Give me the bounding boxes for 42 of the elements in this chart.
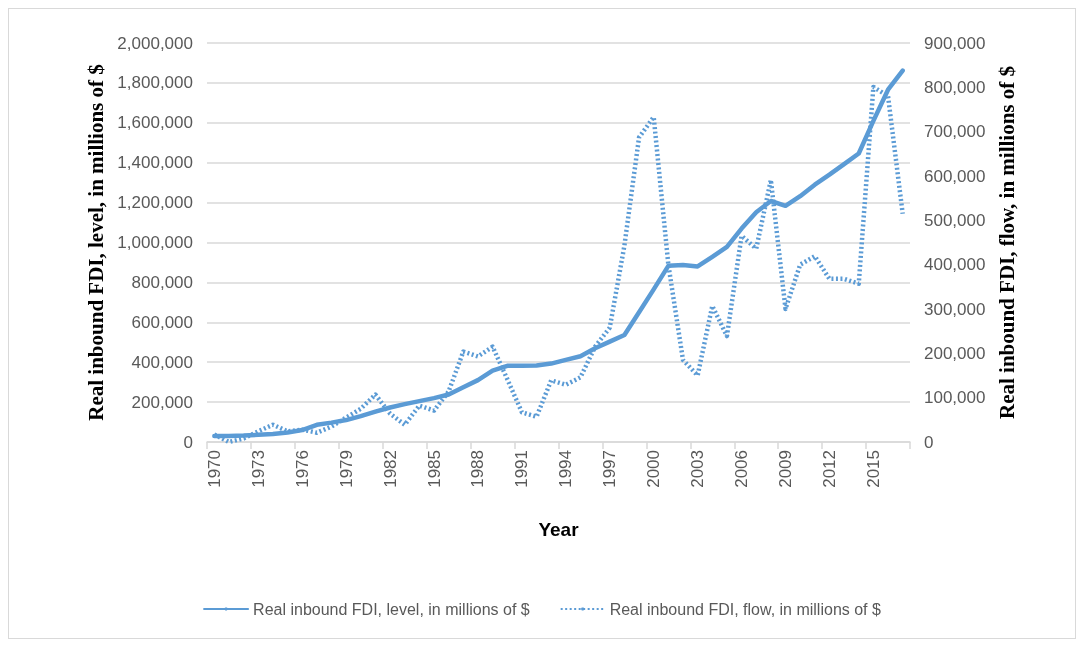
- x-tick-label: 1988: [468, 450, 488, 488]
- y2-tick-label: 600,000: [924, 166, 986, 186]
- x-tick-label: 1970: [204, 450, 224, 488]
- x-tick-label: 2006: [732, 450, 752, 488]
- x-tick-label: 2003: [688, 450, 708, 488]
- y-tick-label: 1,000,000: [117, 233, 193, 252]
- x-tick-label: 1973: [248, 450, 268, 488]
- x-tick-label: 1991: [512, 450, 532, 488]
- y-tick-label: 600,000: [131, 312, 193, 332]
- x-tick-label: 1985: [424, 450, 444, 488]
- x-tick-label: 1982: [380, 450, 400, 488]
- y2-tick-label: 200,000: [924, 343, 986, 363]
- x-tick-label: 1994: [556, 450, 576, 488]
- x-tick-label: 2009: [776, 450, 796, 488]
- y-tick-label: 1,400,000: [117, 153, 193, 173]
- x-tick-label: 2015: [863, 450, 883, 488]
- y-tick-label: 400,000: [131, 352, 193, 372]
- y2-tick-label: 800,000: [924, 77, 986, 97]
- legend-label: Real inbound FDI, flow, in millions of $: [609, 600, 882, 618]
- y2-tick-label: 0: [924, 432, 934, 452]
- y2-tick-label: 900,000: [924, 33, 986, 53]
- y-tick-label: 800,000: [131, 272, 193, 292]
- y2-tick-label: 500,000: [924, 210, 986, 230]
- y2-axis-title: Real inbound FDI, flow, in millions of $: [994, 66, 1019, 419]
- y2-tick-label: 100,000: [924, 388, 986, 408]
- y-tick-label: 1,800,000: [117, 73, 193, 93]
- y-tick-label: 2,000,000: [117, 33, 193, 53]
- y-axis-title: Real inbound FDI, level, in millions of $: [83, 64, 108, 421]
- y2-tick-label: 300,000: [924, 299, 986, 319]
- y-tick-label: 200,000: [131, 392, 193, 412]
- x-tick-label: 2000: [644, 450, 664, 488]
- x-tick-label: 1979: [336, 450, 356, 488]
- y-tick-label: 0: [183, 432, 193, 452]
- y-tick-label: 1,200,000: [117, 193, 193, 213]
- y2-tick-label: 700,000: [924, 122, 986, 142]
- y-tick-label: 1,600,000: [117, 113, 193, 133]
- x-tick-label: 2012: [819, 450, 839, 488]
- y2-tick-label: 400,000: [924, 255, 986, 275]
- legend-label: Real inbound FDI, level, in millions of $: [253, 600, 530, 618]
- x-tick-label: 1997: [600, 450, 620, 488]
- x-axis-title: Year: [538, 519, 580, 540]
- x-tick-label: 1976: [292, 450, 312, 488]
